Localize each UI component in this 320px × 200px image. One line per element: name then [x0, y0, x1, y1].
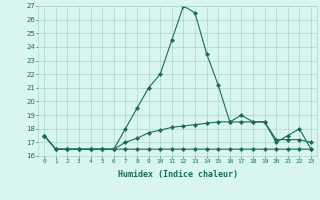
X-axis label: Humidex (Indice chaleur): Humidex (Indice chaleur) — [118, 170, 238, 179]
